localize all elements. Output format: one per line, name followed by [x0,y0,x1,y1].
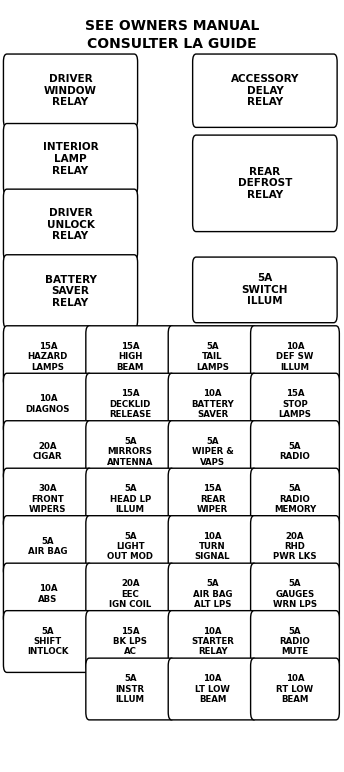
FancyBboxPatch shape [250,421,339,482]
Text: INTERIOR
LAMP
RELAY: INTERIOR LAMP RELAY [43,142,98,176]
FancyBboxPatch shape [193,257,337,323]
Text: 15A
HAZARD
LAMPS: 15A HAZARD LAMPS [28,342,68,371]
FancyBboxPatch shape [3,564,92,625]
Text: 5A
AIR BAG: 5A AIR BAG [28,537,67,557]
FancyBboxPatch shape [86,516,175,577]
Text: BATTERY
SAVER
RELAY: BATTERY SAVER RELAY [45,275,96,308]
FancyBboxPatch shape [3,421,92,482]
Text: 10A
BATTERY
SAVER: 10A BATTERY SAVER [191,389,234,419]
Text: 5A
LIGHT
OUT MOD: 5A LIGHT OUT MOD [107,532,153,561]
Text: 5A
HEAD LP
ILLUM: 5A HEAD LP ILLUM [110,484,151,514]
Text: 20A
CIGAR: 20A CIGAR [33,442,63,462]
FancyBboxPatch shape [250,611,339,672]
FancyBboxPatch shape [86,611,175,672]
Text: REAR
DEFROST
RELAY: REAR DEFROST RELAY [238,167,292,200]
Text: 5A
SWITCH
ILLUM: 5A SWITCH ILLUM [241,273,288,306]
Text: 15A
DECKLID
RELEASE: 15A DECKLID RELEASE [109,389,151,419]
Text: DRIVER
WINDOW
RELAY: DRIVER WINDOW RELAY [44,74,97,107]
FancyBboxPatch shape [3,124,138,195]
FancyBboxPatch shape [86,374,175,435]
FancyBboxPatch shape [250,326,339,388]
FancyBboxPatch shape [86,326,175,388]
Text: 5A
SHIFT
INTLOCK: 5A SHIFT INTLOCK [27,627,68,656]
FancyBboxPatch shape [250,516,339,577]
FancyBboxPatch shape [250,468,339,530]
FancyBboxPatch shape [168,326,257,388]
FancyBboxPatch shape [3,468,92,530]
Text: 10A
DIAGNOS: 10A DIAGNOS [25,394,70,414]
FancyBboxPatch shape [3,611,92,672]
Text: 10A
TURN
SIGNAL: 10A TURN SIGNAL [195,532,230,561]
Text: 10A
RT LOW
BEAM: 10A RT LOW BEAM [277,674,313,704]
FancyBboxPatch shape [250,564,339,625]
FancyBboxPatch shape [168,421,257,482]
Text: ACCESSORY
DELAY
RELAY: ACCESSORY DELAY RELAY [231,74,299,107]
Text: 5A
AIR BAG
ALT LPS: 5A AIR BAG ALT LPS [193,579,232,609]
FancyBboxPatch shape [3,54,138,127]
FancyBboxPatch shape [168,468,257,530]
FancyBboxPatch shape [86,658,175,720]
Text: 5A
TAIL
LAMPS: 5A TAIL LAMPS [196,342,229,371]
FancyBboxPatch shape [168,516,257,577]
Text: 15A
REAR
WIPER: 15A REAR WIPER [197,484,228,514]
Text: 10A
LT LOW
BEAM: 10A LT LOW BEAM [195,674,230,704]
FancyBboxPatch shape [168,564,257,625]
Text: 20A
RHD
PWR LKS: 20A RHD PWR LKS [273,532,317,561]
FancyBboxPatch shape [250,658,339,720]
FancyBboxPatch shape [168,658,257,720]
Text: 30A
FRONT
WIPERS: 30A FRONT WIPERS [29,484,67,514]
FancyBboxPatch shape [3,326,92,388]
Text: 15A
STOP
LAMPS: 15A STOP LAMPS [279,389,311,419]
Text: DRIVER
UNLOCK
RELAY: DRIVER UNLOCK RELAY [46,208,95,242]
Text: 15A
BK LPS
AC: 15A BK LPS AC [113,627,147,656]
FancyBboxPatch shape [193,54,337,127]
FancyBboxPatch shape [168,611,257,672]
FancyBboxPatch shape [3,255,138,328]
Text: 5A
INSTR
ILLUM: 5A INSTR ILLUM [116,674,145,704]
FancyBboxPatch shape [168,374,257,435]
FancyBboxPatch shape [3,189,138,260]
FancyBboxPatch shape [193,135,337,232]
Text: 5A
RADIO
MUTE: 5A RADIO MUTE [280,627,310,656]
Text: 5A
RADIO: 5A RADIO [280,442,310,462]
FancyBboxPatch shape [3,516,92,577]
FancyBboxPatch shape [250,374,339,435]
FancyBboxPatch shape [86,421,175,482]
Text: 5A
GAUGES
WRN LPS: 5A GAUGES WRN LPS [273,579,317,609]
Text: 5A
MIRRORS
ANTENNA: 5A MIRRORS ANTENNA [107,437,153,466]
Text: 10A
ABS: 10A ABS [38,584,57,604]
FancyBboxPatch shape [86,564,175,625]
FancyBboxPatch shape [3,374,92,435]
Text: 10A
STARTER
RELAY: 10A STARTER RELAY [191,627,234,656]
Text: 5A
RADIO
MEMORY: 5A RADIO MEMORY [274,484,316,514]
Text: 5A
WIPER &
VAPS: 5A WIPER & VAPS [192,437,234,466]
FancyBboxPatch shape [86,468,175,530]
Text: 20A
EEC
IGN COIL: 20A EEC IGN COIL [109,579,151,609]
Text: 10A
DEF SW
ILLUM: 10A DEF SW ILLUM [276,342,314,371]
Text: 15A
HIGH
BEAM: 15A HIGH BEAM [117,342,144,371]
Text: SEE OWNERS MANUAL
CONSULTER LA GUIDE: SEE OWNERS MANUAL CONSULTER LA GUIDE [85,19,259,51]
